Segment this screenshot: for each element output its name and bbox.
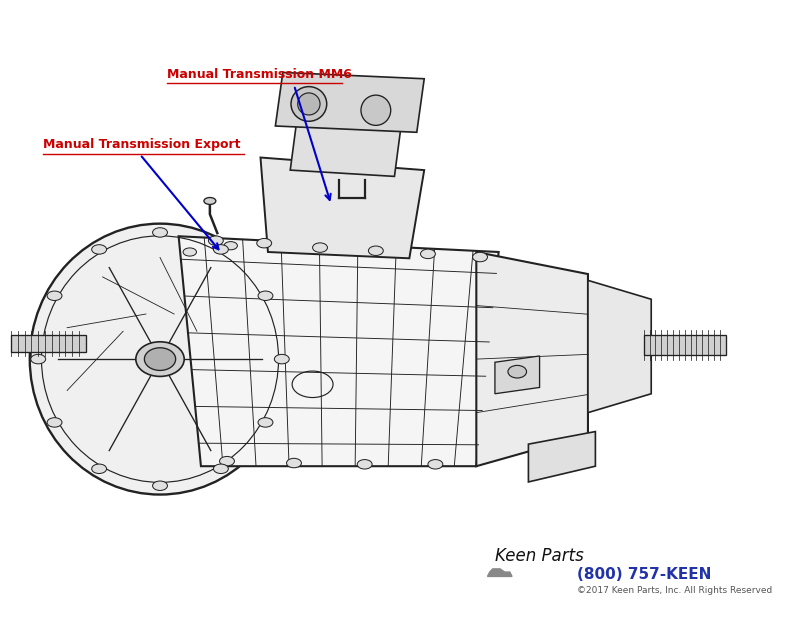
Ellipse shape: [136, 341, 184, 377]
Ellipse shape: [369, 246, 383, 256]
Ellipse shape: [286, 459, 302, 467]
Ellipse shape: [214, 464, 228, 474]
Polygon shape: [487, 569, 512, 576]
Ellipse shape: [92, 244, 106, 254]
Polygon shape: [178, 236, 498, 466]
Text: (800) 757-KEEN: (800) 757-KEEN: [577, 567, 711, 582]
Ellipse shape: [144, 348, 176, 370]
Ellipse shape: [153, 481, 167, 491]
Bar: [11, 335, 86, 352]
Ellipse shape: [421, 249, 435, 259]
Ellipse shape: [258, 291, 273, 301]
Ellipse shape: [313, 243, 327, 253]
Polygon shape: [476, 252, 588, 466]
Ellipse shape: [258, 418, 273, 427]
Polygon shape: [588, 280, 651, 413]
Ellipse shape: [473, 252, 487, 262]
Polygon shape: [495, 356, 539, 394]
Ellipse shape: [291, 86, 326, 122]
Text: Manual Transmission MM6: Manual Transmission MM6: [167, 68, 352, 81]
Ellipse shape: [204, 198, 216, 204]
Ellipse shape: [428, 460, 443, 469]
Ellipse shape: [208, 236, 223, 246]
Ellipse shape: [214, 244, 228, 254]
Ellipse shape: [508, 365, 526, 378]
Ellipse shape: [30, 224, 290, 495]
Text: Manual Transmission Export: Manual Transmission Export: [43, 139, 241, 151]
Bar: [644, 335, 726, 355]
Ellipse shape: [47, 291, 62, 301]
Polygon shape: [529, 432, 595, 482]
Ellipse shape: [358, 460, 372, 469]
Polygon shape: [290, 113, 402, 176]
Ellipse shape: [183, 248, 197, 256]
Ellipse shape: [47, 418, 62, 427]
Polygon shape: [261, 158, 424, 258]
Ellipse shape: [298, 93, 320, 115]
Ellipse shape: [219, 456, 234, 466]
Ellipse shape: [224, 241, 238, 250]
Ellipse shape: [361, 95, 390, 125]
Polygon shape: [275, 72, 424, 132]
Ellipse shape: [92, 464, 106, 474]
Ellipse shape: [257, 238, 272, 248]
Ellipse shape: [274, 354, 290, 364]
Text: Keen Parts: Keen Parts: [495, 547, 584, 564]
Ellipse shape: [30, 354, 46, 364]
Text: ©2017 Keen Parts, Inc. All Rights Reserved: ©2017 Keen Parts, Inc. All Rights Reserv…: [577, 587, 772, 595]
Ellipse shape: [153, 227, 167, 237]
